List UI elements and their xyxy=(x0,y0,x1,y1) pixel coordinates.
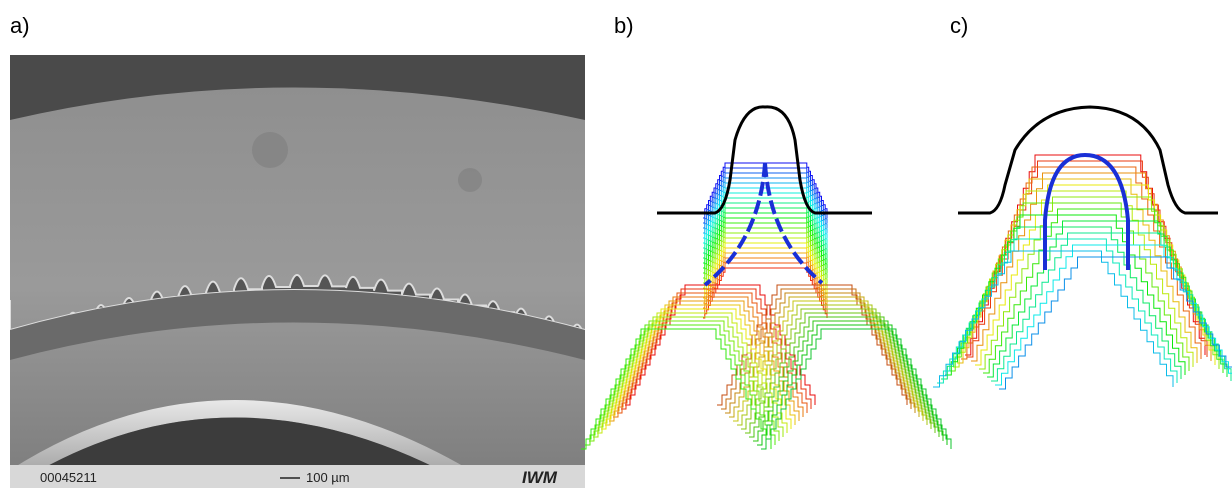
panel-label: a) xyxy=(10,13,30,38)
profile-curve xyxy=(995,245,1232,385)
figure: a) b) c) 00045211 100 µm IWM xyxy=(0,0,1232,490)
scale-bar-label: 100 µm xyxy=(306,470,350,485)
diagram-b xyxy=(581,163,951,449)
outline xyxy=(657,107,872,213)
logo: IWM xyxy=(522,468,558,487)
image-id: 00045211 xyxy=(40,470,97,485)
profile-curve xyxy=(987,221,1227,377)
micrograph xyxy=(10,55,598,488)
panel-label: b) xyxy=(614,13,634,38)
diagram-c xyxy=(933,155,1232,389)
panel-label: c) xyxy=(950,13,968,38)
profile-curve xyxy=(933,251,1173,387)
profile-curve xyxy=(991,233,1231,381)
